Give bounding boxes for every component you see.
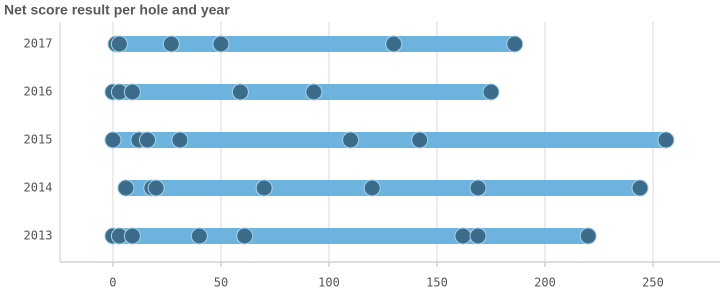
dot xyxy=(482,83,500,101)
dot xyxy=(190,227,208,245)
chart-title: Net score result per hole and year xyxy=(4,2,230,18)
dot xyxy=(342,131,360,149)
range-bar xyxy=(125,180,641,196)
dot xyxy=(138,131,156,149)
dot xyxy=(305,83,323,101)
dot xyxy=(231,83,249,101)
y-tick-label: 2014 xyxy=(24,181,53,195)
dot xyxy=(117,179,135,197)
dot xyxy=(631,179,649,197)
y-tick-label: 2017 xyxy=(24,37,53,51)
dot xyxy=(171,131,189,149)
dot xyxy=(110,35,128,53)
dot xyxy=(657,131,675,149)
range-bar xyxy=(112,132,666,148)
x-tick-label: 100 xyxy=(318,276,340,290)
dot xyxy=(104,131,122,149)
x-tick-label: 250 xyxy=(642,276,664,290)
dot xyxy=(236,227,254,245)
dot xyxy=(363,179,381,197)
dot xyxy=(212,35,230,53)
dot xyxy=(454,227,472,245)
x-tick-label: 150 xyxy=(426,276,448,290)
dot xyxy=(469,179,487,197)
dot xyxy=(147,179,165,197)
dot xyxy=(385,35,403,53)
range-bar xyxy=(112,228,589,244)
dot xyxy=(123,227,141,245)
y-tick-label: 2015 xyxy=(24,133,53,147)
dot xyxy=(411,131,429,149)
dot xyxy=(469,227,487,245)
y-tick-label: 2016 xyxy=(24,85,53,99)
dot xyxy=(579,227,597,245)
dot xyxy=(255,179,273,197)
x-tick-label: 200 xyxy=(534,276,556,290)
range-bar xyxy=(112,84,491,100)
x-tick-label: 0 xyxy=(109,276,116,290)
y-tick-label: 2013 xyxy=(24,229,53,243)
dot xyxy=(506,35,524,53)
x-tick-label: 50 xyxy=(214,276,228,290)
dot xyxy=(162,35,180,53)
dot xyxy=(123,83,141,101)
